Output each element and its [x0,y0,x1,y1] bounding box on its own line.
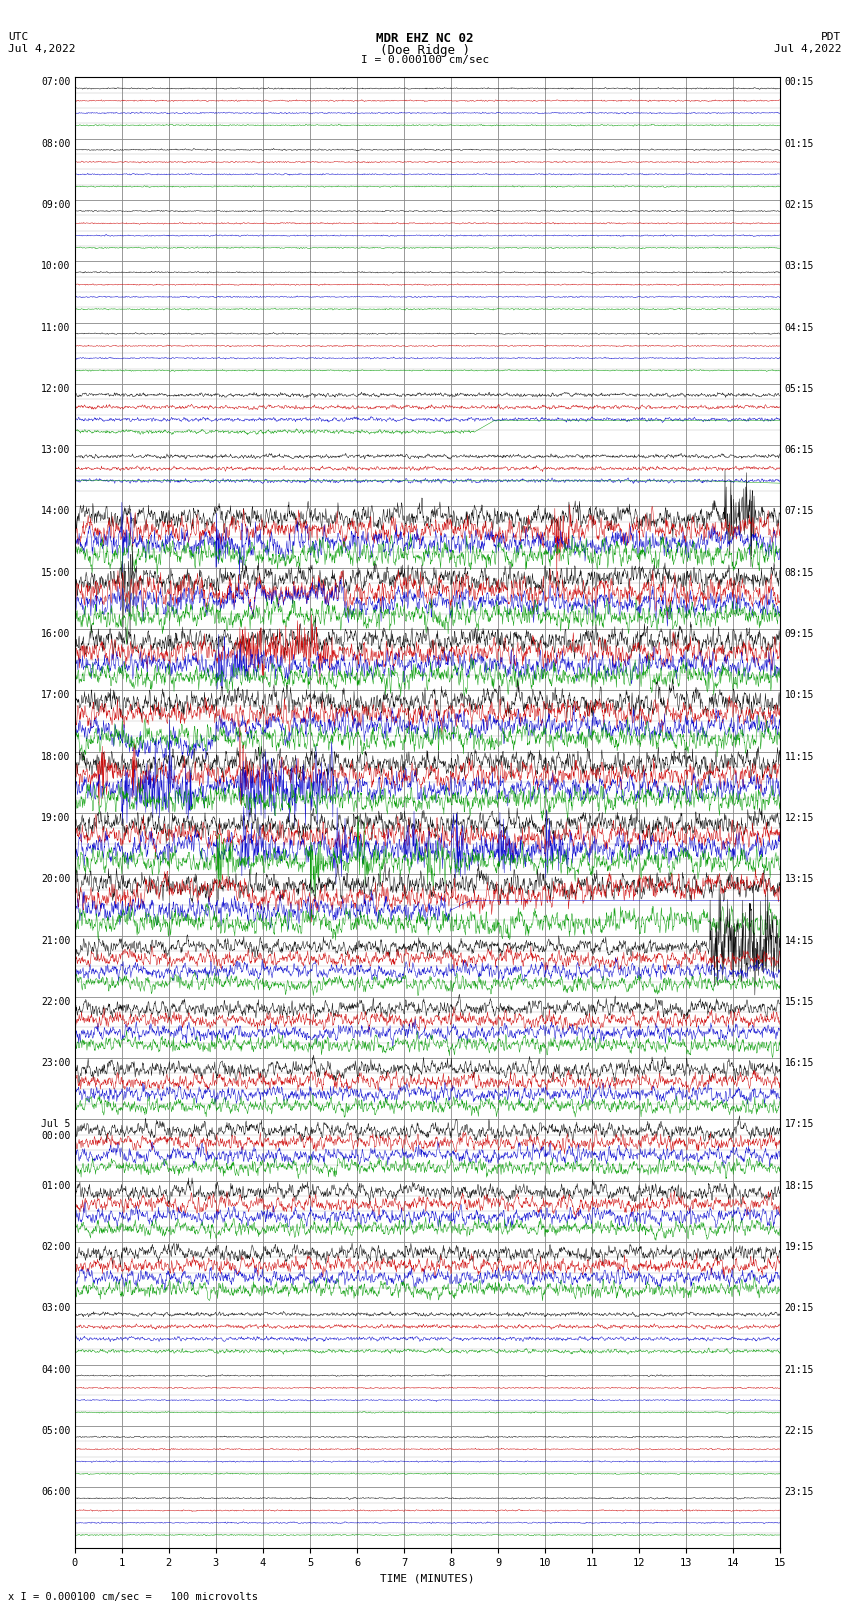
Text: 08:00: 08:00 [41,139,71,148]
Text: 13:15: 13:15 [785,874,814,884]
Text: 09:15: 09:15 [785,629,814,639]
Text: 15:00: 15:00 [41,568,71,577]
Text: 06:15: 06:15 [785,445,814,455]
Text: 16:00: 16:00 [41,629,71,639]
Text: 01:15: 01:15 [785,139,814,148]
Text: 21:15: 21:15 [785,1365,814,1374]
Text: 07:00: 07:00 [41,77,71,87]
Text: 23:15: 23:15 [785,1487,814,1497]
Text: 14:00: 14:00 [41,506,71,516]
Text: 19:15: 19:15 [785,1242,814,1252]
Text: 02:00: 02:00 [41,1242,71,1252]
Text: 10:00: 10:00 [41,261,71,271]
Text: UTC: UTC [8,32,29,42]
Text: Jul 5
00:00: Jul 5 00:00 [41,1119,71,1140]
Text: 01:00: 01:00 [41,1181,71,1190]
Text: 09:00: 09:00 [41,200,71,210]
Text: MDR EHZ NC 02: MDR EHZ NC 02 [377,32,473,45]
Text: 22:15: 22:15 [785,1426,814,1436]
Text: 11:00: 11:00 [41,323,71,332]
Text: 22:00: 22:00 [41,997,71,1007]
Text: 16:15: 16:15 [785,1058,814,1068]
X-axis label: TIME (MINUTES): TIME (MINUTES) [380,1574,475,1584]
Text: Jul 4,2022: Jul 4,2022 [774,44,842,53]
Text: 05:00: 05:00 [41,1426,71,1436]
Text: 13:00: 13:00 [41,445,71,455]
Text: Jul 4,2022: Jul 4,2022 [8,44,76,53]
Text: 17:00: 17:00 [41,690,71,700]
Text: 12:00: 12:00 [41,384,71,394]
Text: 15:15: 15:15 [785,997,814,1007]
Text: 02:15: 02:15 [785,200,814,210]
Text: 03:00: 03:00 [41,1303,71,1313]
Text: 08:15: 08:15 [785,568,814,577]
Text: 04:00: 04:00 [41,1365,71,1374]
Text: PDT: PDT [821,32,842,42]
Text: (Doe Ridge ): (Doe Ridge ) [380,44,470,56]
Text: 06:00: 06:00 [41,1487,71,1497]
Text: x I = 0.000100 cm/sec =   100 microvolts: x I = 0.000100 cm/sec = 100 microvolts [8,1592,258,1602]
Text: 18:15: 18:15 [785,1181,814,1190]
Text: 10:15: 10:15 [785,690,814,700]
Text: 20:15: 20:15 [785,1303,814,1313]
Text: 21:00: 21:00 [41,936,71,945]
Text: 00:15: 00:15 [785,77,814,87]
Text: 17:15: 17:15 [785,1119,814,1129]
Text: 05:15: 05:15 [785,384,814,394]
Text: 12:15: 12:15 [785,813,814,823]
Text: 14:15: 14:15 [785,936,814,945]
Text: 11:15: 11:15 [785,752,814,761]
Text: 18:00: 18:00 [41,752,71,761]
Text: 07:15: 07:15 [785,506,814,516]
Text: I = 0.000100 cm/sec: I = 0.000100 cm/sec [361,55,489,65]
Text: 04:15: 04:15 [785,323,814,332]
Text: 20:00: 20:00 [41,874,71,884]
Text: 03:15: 03:15 [785,261,814,271]
Text: 23:00: 23:00 [41,1058,71,1068]
Text: 19:00: 19:00 [41,813,71,823]
